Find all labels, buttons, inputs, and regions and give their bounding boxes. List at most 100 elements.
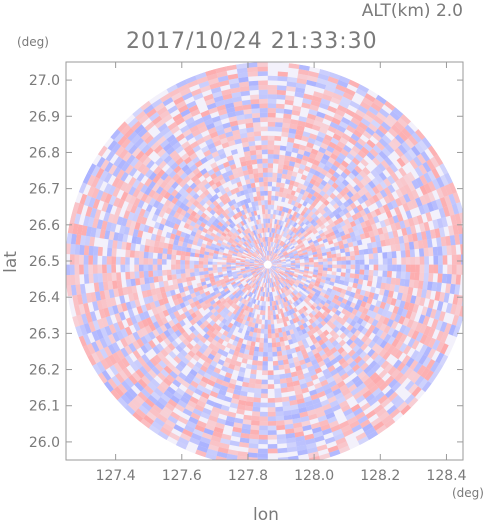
radar-cell bbox=[214, 289, 220, 295]
radar-cell bbox=[300, 174, 308, 181]
radar-cell bbox=[307, 172, 314, 179]
radar-cell bbox=[388, 391, 399, 402]
radar-cell bbox=[273, 271, 278, 276]
radar-cell bbox=[269, 268, 272, 274]
radar-cell bbox=[338, 75, 351, 84]
radar-cell bbox=[276, 177, 282, 183]
radar-cell bbox=[390, 298, 397, 306]
radar-cell bbox=[284, 155, 291, 161]
radar-cell bbox=[286, 349, 292, 355]
radar-cell bbox=[295, 266, 300, 268]
radar-cell bbox=[417, 280, 424, 290]
radar-cell bbox=[279, 240, 283, 246]
radar-cell bbox=[411, 179, 420, 190]
radar-cell bbox=[263, 256, 266, 261]
radar-cell bbox=[271, 251, 274, 257]
radar-cell bbox=[334, 178, 342, 186]
radar-cell bbox=[277, 285, 281, 290]
radar-cell bbox=[368, 123, 378, 133]
radar-cell bbox=[227, 218, 233, 224]
radar-cell bbox=[330, 368, 338, 377]
radar-cell bbox=[322, 329, 330, 337]
radar-cell bbox=[294, 331, 300, 338]
radar-cell bbox=[310, 148, 319, 156]
radar-cell bbox=[305, 245, 311, 250]
radar-cell bbox=[358, 305, 365, 313]
radar-cell bbox=[245, 258, 250, 261]
radar-cell bbox=[275, 117, 284, 123]
radar-cell bbox=[274, 328, 279, 334]
radar-cell bbox=[211, 284, 218, 289]
radar-cell bbox=[334, 279, 340, 284]
radar-cell bbox=[277, 327, 283, 333]
radar-cell bbox=[207, 168, 215, 176]
radar-cell bbox=[151, 404, 163, 414]
radar-cell bbox=[276, 318, 281, 324]
radar-cell bbox=[356, 239, 363, 246]
radar-cell bbox=[158, 160, 167, 170]
radar-cell bbox=[141, 318, 149, 328]
radar-cell bbox=[255, 318, 260, 324]
radar-cell bbox=[429, 308, 437, 319]
radar-cell bbox=[277, 239, 281, 245]
radar-cell bbox=[135, 368, 145, 379]
radar-cell bbox=[364, 231, 371, 239]
radar-cell bbox=[298, 144, 307, 151]
radar-cell bbox=[199, 316, 207, 324]
radar-cell bbox=[85, 206, 93, 217]
radar-cell bbox=[330, 137, 340, 145]
radar-cell bbox=[262, 246, 265, 252]
radar-cell bbox=[268, 462, 279, 467]
radar-cell bbox=[206, 230, 212, 236]
radar-cell bbox=[339, 203, 346, 211]
radar-cell bbox=[300, 382, 308, 390]
radar-cell bbox=[213, 139, 222, 147]
radar-cell bbox=[249, 438, 259, 444]
radar-cell bbox=[324, 134, 333, 142]
radar-cell bbox=[180, 291, 187, 298]
radar-cell bbox=[181, 216, 188, 223]
radar-cell bbox=[113, 362, 123, 373]
radar-cell bbox=[290, 404, 299, 411]
radar-cell bbox=[297, 214, 303, 220]
radar-cell bbox=[399, 300, 406, 309]
radar-cell bbox=[198, 264, 204, 269]
radar-cell bbox=[261, 267, 265, 272]
radar-cell bbox=[144, 169, 154, 178]
radar-cell bbox=[314, 435, 325, 443]
radar-cell bbox=[346, 237, 353, 244]
radar-cell bbox=[163, 377, 173, 387]
radar-cell bbox=[275, 275, 279, 281]
radar-cell bbox=[282, 331, 287, 337]
radar-cell bbox=[239, 248, 244, 253]
radar-cell bbox=[439, 354, 449, 366]
radar-cell bbox=[240, 215, 245, 221]
radar-cell bbox=[224, 309, 231, 315]
radar-cell bbox=[247, 291, 252, 297]
radar-cell bbox=[303, 311, 309, 317]
radar-cell bbox=[325, 290, 331, 296]
radar-cell bbox=[311, 321, 318, 328]
radar-cell bbox=[289, 280, 294, 285]
radar-cell bbox=[372, 375, 382, 385]
radar-cell bbox=[136, 338, 145, 348]
radar-cell bbox=[231, 199, 237, 205]
radar-cell bbox=[252, 308, 256, 314]
radar-cell bbox=[281, 326, 286, 333]
radar-cell bbox=[319, 291, 326, 297]
radar-cell bbox=[446, 245, 452, 256]
radar-cell bbox=[418, 140, 428, 151]
radar-cell bbox=[381, 226, 388, 234]
radar-cell bbox=[168, 238, 175, 245]
radar-cell bbox=[182, 183, 190, 191]
radar-cell bbox=[407, 286, 414, 296]
radar-cell bbox=[232, 297, 237, 303]
radar-cell bbox=[187, 400, 197, 409]
radar-cell bbox=[260, 126, 268, 132]
radar-cell bbox=[357, 370, 367, 380]
radar-cell bbox=[179, 319, 186, 327]
radar-cell bbox=[250, 94, 260, 100]
radar-cell bbox=[433, 264, 439, 274]
radar-cell bbox=[244, 261, 250, 263]
radar-cell bbox=[175, 100, 187, 110]
